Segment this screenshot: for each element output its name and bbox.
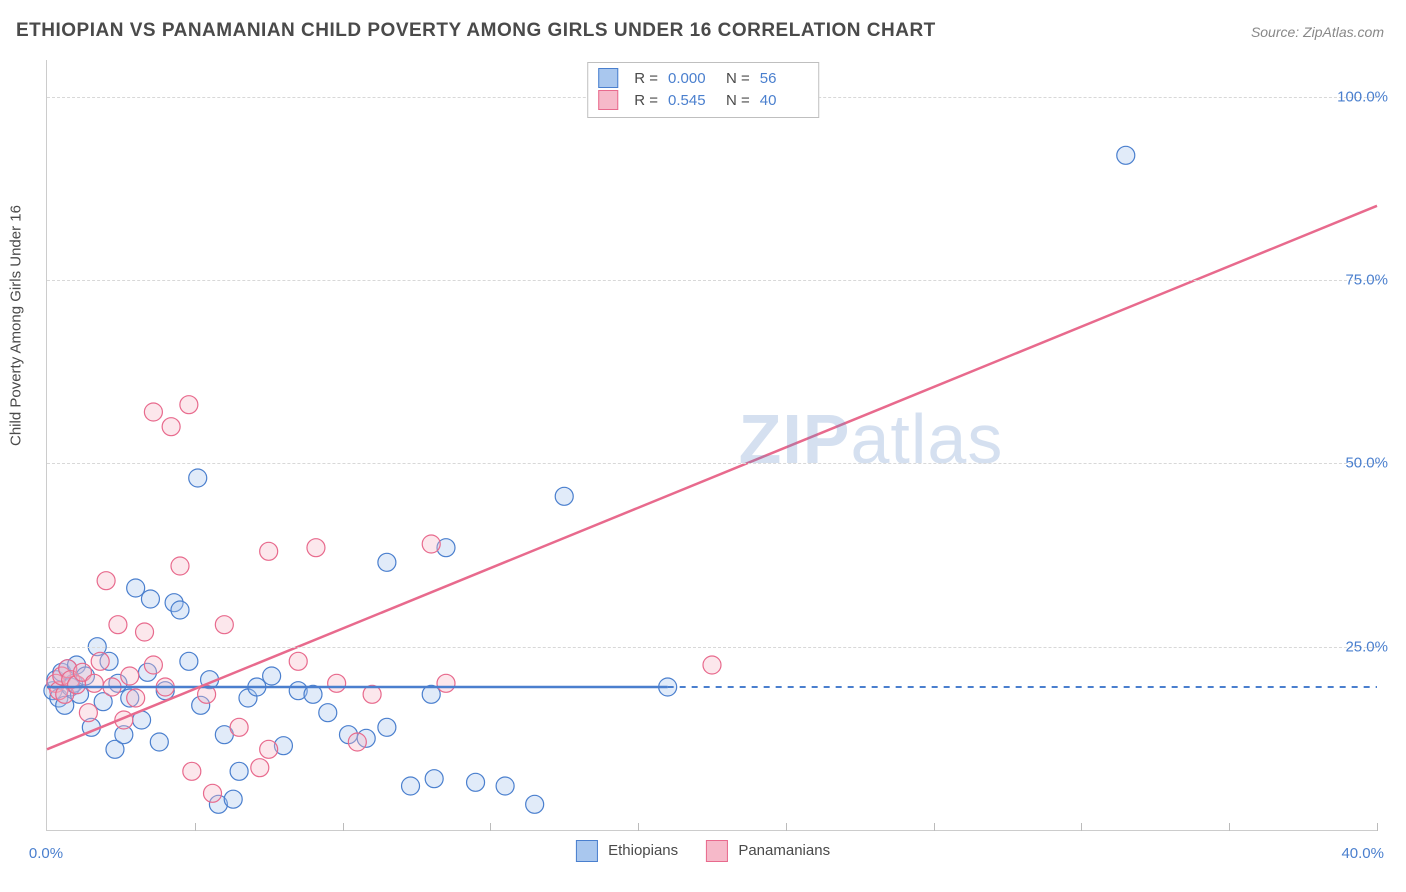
stat-swatch-1 (598, 68, 618, 88)
series-legend: Ethiopians Panamanians (576, 840, 830, 862)
x-origin-label: 0.0% (29, 845, 63, 862)
data-point-panamanians (180, 396, 198, 414)
y-axis-label: Child Poverty Among Girls Under 16 (8, 205, 25, 446)
x-tick (638, 823, 639, 831)
x-tick (195, 823, 196, 831)
data-point-ethiopians (224, 790, 242, 808)
data-point-panamanians (437, 674, 455, 692)
data-point-ethiopians (150, 733, 168, 751)
data-point-panamanians (121, 667, 139, 685)
gridline (47, 463, 1377, 464)
data-point-panamanians (703, 656, 721, 674)
data-point-panamanians (251, 759, 269, 777)
data-point-panamanians (171, 557, 189, 575)
data-point-panamanians (85, 674, 103, 692)
data-point-panamanians (204, 784, 222, 802)
y-tick-50: 50.0% (1345, 455, 1388, 472)
data-point-panamanians (183, 762, 201, 780)
stat-n-label: N = (726, 92, 750, 109)
stat-r-label: R = (634, 92, 658, 109)
legend-label-panamanians: Panamanians (738, 842, 830, 859)
data-point-panamanians (97, 572, 115, 590)
data-point-ethiopians (496, 777, 514, 795)
data-point-panamanians (79, 704, 97, 722)
data-point-ethiopians (425, 770, 443, 788)
stat-legend-row-2: R = 0.545 N = 40 (598, 89, 808, 111)
plot-svg (47, 60, 1377, 830)
data-point-ethiopians (467, 773, 485, 791)
y-tick-25: 25.0% (1345, 638, 1388, 655)
data-point-panamanians (144, 656, 162, 674)
data-point-ethiopians (180, 652, 198, 670)
x-tick (1377, 823, 1378, 831)
data-point-panamanians (136, 623, 154, 641)
data-point-panamanians (162, 418, 180, 436)
legend-item-ethiopians: Ethiopians (576, 840, 678, 862)
stat-n-label: N = (726, 70, 750, 87)
gridline (47, 647, 1377, 648)
data-point-ethiopians (378, 553, 396, 571)
data-point-panamanians (144, 403, 162, 421)
x-end-label: 40.0% (1341, 845, 1384, 862)
data-point-ethiopians (230, 762, 248, 780)
x-tick (786, 823, 787, 831)
stat-r-value-2: 0.545 (668, 92, 716, 109)
data-point-ethiopians (319, 704, 337, 722)
data-point-panamanians (289, 652, 307, 670)
data-point-ethiopians (263, 667, 281, 685)
legend-label-ethiopians: Ethiopians (608, 842, 678, 859)
chart-title: ETHIOPIAN VS PANAMANIAN CHILD POVERTY AM… (16, 20, 936, 42)
x-tick (490, 823, 491, 831)
gridline (47, 280, 1377, 281)
data-point-panamanians (328, 674, 346, 692)
source-attribution: Source: ZipAtlas.com (1251, 24, 1384, 40)
y-tick-75: 75.0% (1345, 272, 1388, 289)
data-point-ethiopians (189, 469, 207, 487)
stat-n-value-2: 40 (760, 92, 808, 109)
data-point-ethiopians (1117, 146, 1135, 164)
data-point-panamanians (215, 616, 233, 634)
chart-container: ETHIOPIAN VS PANAMANIAN CHILD POVERTY AM… (0, 0, 1406, 892)
x-tick (343, 823, 344, 831)
data-point-panamanians (109, 616, 127, 634)
x-tick (1081, 823, 1082, 831)
x-tick (934, 823, 935, 831)
data-point-panamanians (260, 740, 278, 758)
stat-legend-row-1: R = 0.000 N = 56 (598, 67, 808, 89)
data-point-panamanians (230, 718, 248, 736)
legend-swatch-panamanians (706, 840, 728, 862)
data-point-ethiopians (141, 590, 159, 608)
x-tick (1229, 823, 1230, 831)
stat-r-value-1: 0.000 (668, 70, 716, 87)
y-tick-100: 100.0% (1337, 88, 1388, 105)
data-point-panamanians (307, 539, 325, 557)
plot-area: ZIPatlas (46, 60, 1377, 831)
data-point-panamanians (348, 733, 366, 751)
data-point-ethiopians (402, 777, 420, 795)
legend-item-panamanians: Panamanians (706, 840, 830, 862)
data-point-ethiopians (378, 718, 396, 736)
data-point-ethiopians (555, 487, 573, 505)
stat-r-label: R = (634, 70, 658, 87)
stat-legend: R = 0.000 N = 56 R = 0.545 N = 40 (587, 62, 819, 118)
data-point-ethiopians (127, 579, 145, 597)
stat-swatch-2 (598, 90, 618, 110)
data-point-panamanians (127, 689, 145, 707)
legend-swatch-ethiopians (576, 840, 598, 862)
data-point-ethiopians (171, 601, 189, 619)
data-point-panamanians (422, 535, 440, 553)
data-point-ethiopians (526, 795, 544, 813)
stat-n-value-1: 56 (760, 70, 808, 87)
data-point-panamanians (260, 542, 278, 560)
data-point-panamanians (91, 652, 109, 670)
